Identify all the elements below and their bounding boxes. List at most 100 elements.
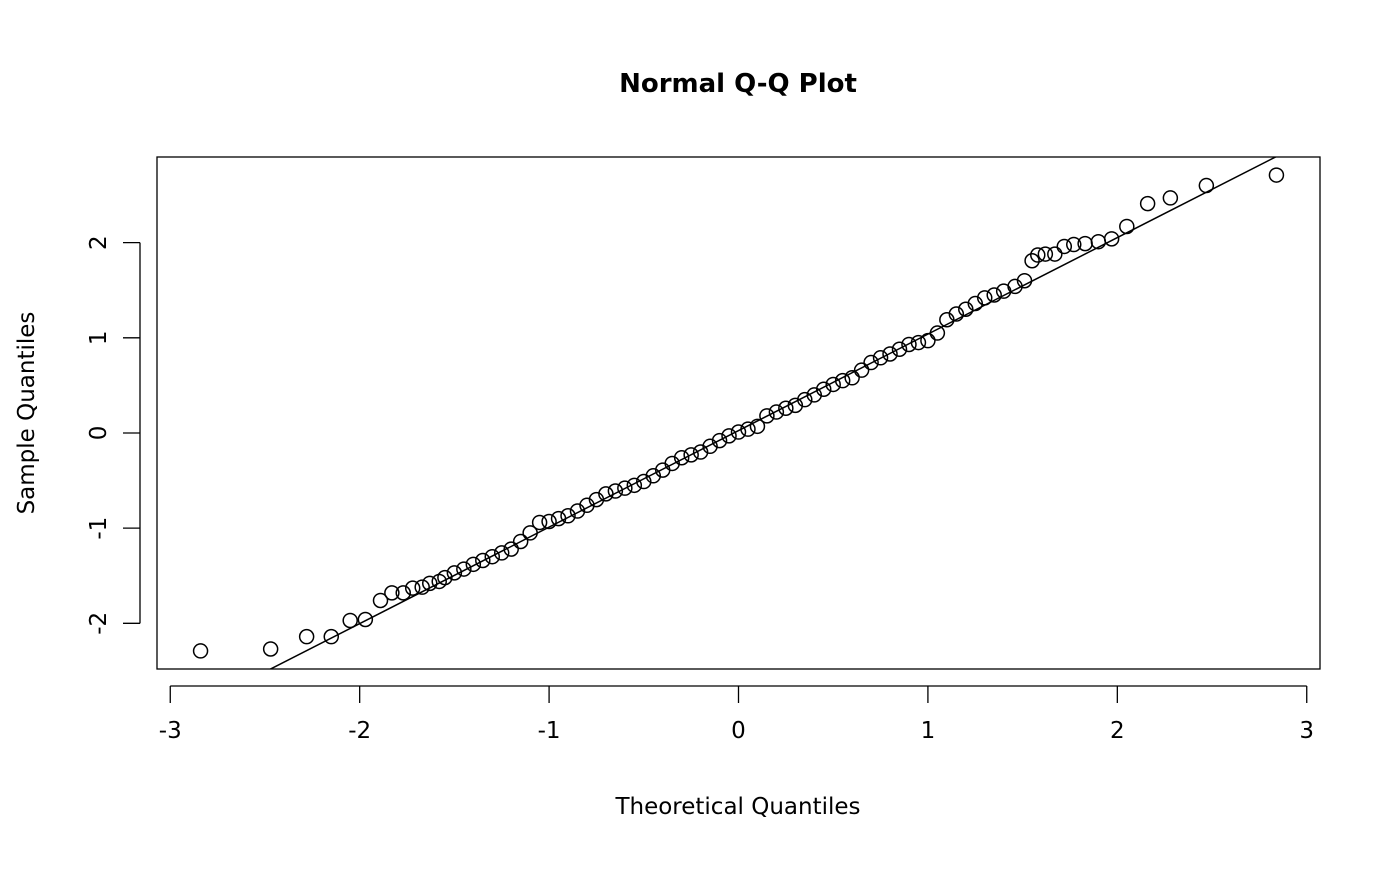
data-point: [664, 455, 680, 472]
data-point: [645, 468, 662, 484]
y-tick-label: 1: [86, 330, 112, 345]
y-tick-label: -2: [86, 612, 112, 635]
data-point: [579, 497, 595, 514]
data-point: [673, 449, 690, 466]
data-point: [1268, 167, 1285, 183]
data-point: [1016, 272, 1033, 289]
data-point: [920, 332, 936, 349]
data-point: [948, 306, 965, 322]
data-point: [404, 580, 421, 596]
data-point: [711, 432, 728, 449]
data-point: [730, 424, 747, 440]
data-point: [560, 508, 576, 524]
data-point: [1162, 190, 1179, 206]
data-point: [1037, 246, 1054, 262]
data-point: [342, 612, 358, 629]
data-point: [446, 565, 463, 581]
data-point: [522, 525, 538, 541]
data-point: [825, 376, 841, 393]
data-point: [1056, 238, 1073, 255]
data-point: [891, 341, 908, 357]
y-axis: -2 -1 0 1 2: [86, 235, 141, 635]
data-point: [759, 408, 775, 424]
data-point: [882, 346, 898, 362]
data-point: [1119, 218, 1135, 235]
data-point: [692, 444, 709, 460]
data-point: [493, 545, 510, 561]
data-point: [1198, 177, 1215, 194]
data-point: [1139, 195, 1156, 212]
data-point: [541, 513, 557, 530]
reference-line: [268, 157, 1278, 669]
data-point: [422, 575, 438, 592]
data-point: [1047, 246, 1063, 262]
x-axis-label: Theoretical Quantiles: [614, 794, 860, 820]
data-point: [797, 391, 813, 408]
data-point: [749, 418, 766, 435]
x-tick-label: 3: [1299, 718, 1314, 744]
data-point: [192, 643, 209, 659]
data-point: [683, 447, 699, 463]
data-point: [636, 473, 652, 490]
data-point: [834, 372, 851, 389]
data-point: [372, 592, 389, 609]
x-tick-label: -1: [538, 718, 561, 744]
data-point: [456, 561, 472, 577]
data-point: [465, 556, 482, 573]
data-point: [806, 387, 823, 403]
data-point: [853, 362, 870, 378]
x-tick-label: 2: [1110, 718, 1125, 744]
data-point: [512, 533, 529, 550]
data-point: [929, 325, 946, 341]
data-point: [986, 287, 1002, 303]
data-point: [787, 397, 804, 414]
data-point: [298, 628, 315, 645]
data-point: [1030, 247, 1046, 263]
data-point: [617, 480, 633, 496]
data-point: [778, 400, 794, 416]
data-point: [815, 381, 832, 397]
x-tick-label: 0: [731, 718, 746, 744]
x-tick-label: 1: [921, 718, 936, 744]
x-axis: -3 -2 -1 0 1 2 3: [159, 685, 1314, 744]
data-point: [901, 336, 917, 353]
chart-title: Normal Q-Q Plot: [619, 69, 857, 99]
data-point: [323, 628, 340, 645]
data-point: [740, 421, 756, 437]
x-tick-label: -2: [348, 718, 371, 744]
data-point: [844, 370, 860, 386]
data-point: [967, 295, 984, 312]
y-tick-label: 2: [86, 235, 112, 250]
data-point: [910, 334, 927, 351]
data-point: [395, 585, 411, 601]
data-point: [721, 428, 737, 444]
data-point: [1103, 231, 1120, 247]
plot-frame: [156, 156, 1321, 670]
data-point: [626, 477, 643, 494]
data-point: [484, 548, 501, 565]
data-point: [702, 438, 718, 455]
data-point: [588, 491, 605, 508]
y-tick-label: -1: [86, 517, 112, 540]
y-axis-label: Sample Quantiles: [14, 312, 40, 515]
data-point: [1066, 236, 1082, 253]
data-point: [768, 404, 785, 420]
data-point: [262, 641, 279, 657]
data-point: [357, 611, 374, 628]
data-point: [503, 541, 519, 557]
data-point: [384, 585, 400, 601]
y-tick-label: 0: [86, 426, 112, 441]
data-point: [1024, 252, 1040, 269]
data-point: [531, 514, 548, 531]
x-tick-label: -3: [159, 718, 182, 744]
data-point: [1007, 278, 1023, 295]
data-point: [569, 503, 586, 519]
data-point: [598, 486, 614, 502]
data-point: [437, 569, 453, 586]
data-point: [872, 350, 889, 366]
data-point: [939, 311, 955, 328]
data-point: [475, 552, 491, 569]
data-point: [607, 483, 624, 499]
data-point: [414, 579, 430, 595]
